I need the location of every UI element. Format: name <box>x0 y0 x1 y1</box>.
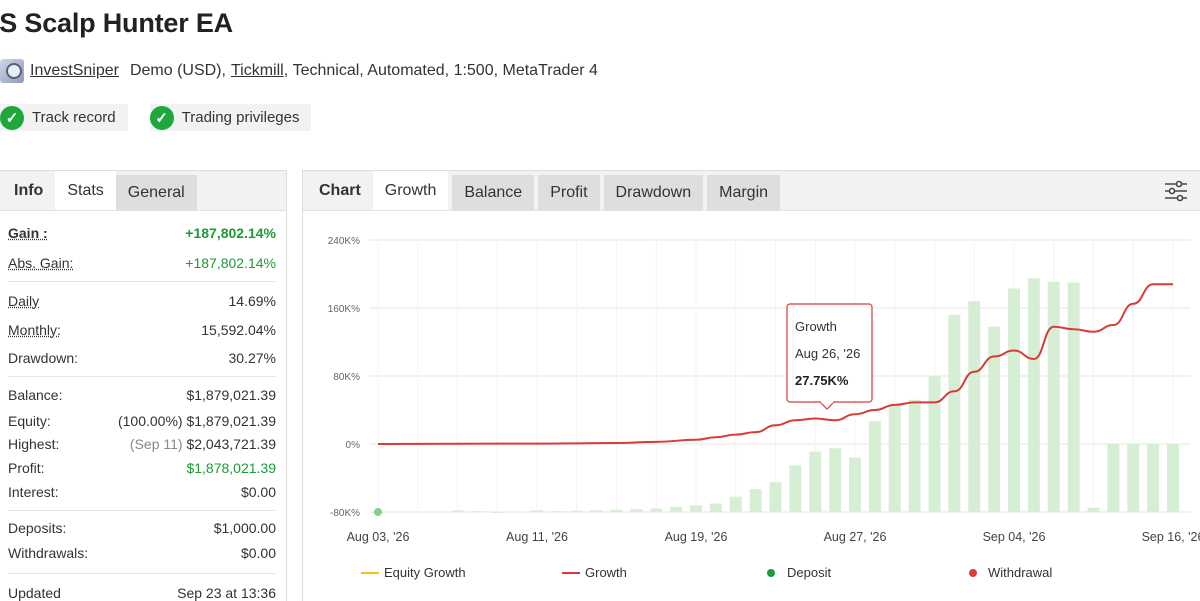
stat-label[interactable]: Gain : <box>8 225 48 241</box>
stat-value: $0.00 <box>240 484 276 500</box>
stat-label: Balance: <box>8 387 63 403</box>
stat-note: (100.00%) <box>117 412 183 429</box>
stat-value: $0.00 <box>240 545 276 561</box>
stat-label: Equity: <box>8 412 51 429</box>
sliders-icon[interactable] <box>1164 180 1188 202</box>
badge-label: Track record <box>32 109 116 126</box>
stat-balance: Balance: $1,879,021.39 <box>8 377 276 409</box>
stat-value: 15,592.04% <box>201 322 276 338</box>
chart-tabbar: Chart Growth Balance Profit Drawdown Mar… <box>303 171 1200 211</box>
stat-value: $2,043,721.39 <box>186 436 276 452</box>
check-circle-icon: ✓ <box>149 105 174 130</box>
tab-chart[interactable]: Chart <box>319 181 361 199</box>
broker-link[interactable]: Tickmill <box>230 62 284 79</box>
divider <box>8 510 276 511</box>
stat-value: $1,879,021.39 <box>186 387 276 403</box>
stats-panel: Info Stats General Gain : +187,802.14% A… <box>0 170 287 601</box>
page-title: IS Scalp Hunter EA <box>0 8 233 38</box>
divider <box>8 281 276 282</box>
stat-daily: Daily 14.69% <box>8 282 276 316</box>
check-circle-icon: ✓ <box>0 105 24 130</box>
meta-separator: , <box>283 62 293 79</box>
tab-margin[interactable]: Margin <box>707 175 781 210</box>
system-meta: InvestSniper Demo (USD), Tickmill , Tech… <box>0 57 598 85</box>
divider <box>8 573 276 574</box>
stat-value: 14.69% <box>228 293 276 309</box>
stat-label: Withdrawals: <box>8 545 89 561</box>
stat-value: $1,878,021.39 <box>186 460 276 476</box>
stat-withdrawals: Withdrawals: $0.00 <box>8 541 276 565</box>
tab-balance[interactable]: Balance <box>452 175 535 210</box>
tab-profit[interactable]: Profit <box>538 175 600 210</box>
chart-panel: Chart Growth Balance Profit Drawdown Mar… <box>302 170 1200 601</box>
badge-track-record[interactable]: ✓ Track record <box>0 104 128 131</box>
stat-label: Interest: <box>8 484 59 500</box>
stat-value: 30.27% <box>228 350 276 366</box>
tab-info[interactable]: Info <box>14 181 44 199</box>
stat-abs-gain: Abs. Gain: +187,802.14% <box>8 249 276 281</box>
avatar[interactable] <box>0 59 24 83</box>
stat-value: Sep 23 at 13:36 <box>177 585 276 601</box>
stat-value: +187,802.14% <box>185 225 276 241</box>
stat-label[interactable]: Abs. Gain: <box>8 255 74 271</box>
stats-tabbar: Info Stats General <box>0 171 286 211</box>
badge-trading-privileges[interactable]: ✓ Trading privileges <box>149 104 312 131</box>
stat-profit: Profit: $1,878,021.39 <box>8 456 276 480</box>
account-type: Demo (USD), <box>129 62 226 79</box>
stat-equity: Equity: (100.00%) $1,879,021.39 <box>8 409 276 432</box>
tab-drawdown[interactable]: Drawdown <box>603 175 704 210</box>
stat-note: (Sep 11) <box>129 436 183 452</box>
stat-drawdown: Drawdown: 30.27% <box>8 344 276 372</box>
stat-label: Updated <box>8 585 61 601</box>
tab-stats[interactable]: Stats <box>55 171 116 210</box>
stat-gain: Gain : +187,802.14% <box>8 211 276 249</box>
tab-general[interactable]: General <box>115 175 197 210</box>
stat-updated: Updated Sep 23 at 13:36 <box>8 574 276 601</box>
account-details: Technical, Automated, 1:500, MetaTrader … <box>292 62 598 79</box>
badges: ✓ Track record ✓ Trading privileges <box>0 104 312 131</box>
author-link[interactable]: InvestSniper <box>30 62 119 79</box>
stats-list: Gain : +187,802.14% Abs. Gain: +187,802.… <box>0 211 286 601</box>
stat-deposits: Deposits: $1,000.00 <box>8 511 276 541</box>
stat-monthly: Monthly: 15,592.04% <box>8 316 276 344</box>
stat-label[interactable]: Daily <box>8 293 40 309</box>
stat-label: Deposits: <box>8 520 67 536</box>
stat-label[interactable]: Monthly: <box>8 322 61 338</box>
stat-label: Drawdown: <box>8 350 79 366</box>
stat-label: Highest: <box>8 436 60 452</box>
stat-label: Profit: <box>8 460 45 476</box>
divider <box>8 376 276 377</box>
badge-label: Trading privileges <box>181 109 300 126</box>
stat-value: $1,000.00 <box>213 520 276 536</box>
stat-value: $1,879,021.39 <box>186 412 276 429</box>
tab-growth[interactable]: Growth <box>372 171 449 210</box>
stat-interest: Interest: $0.00 <box>8 480 276 504</box>
stat-value: +187,802.14% <box>185 255 276 271</box>
stat-highest: Highest: (Sep 11) $2,043,721.39 <box>8 432 276 456</box>
